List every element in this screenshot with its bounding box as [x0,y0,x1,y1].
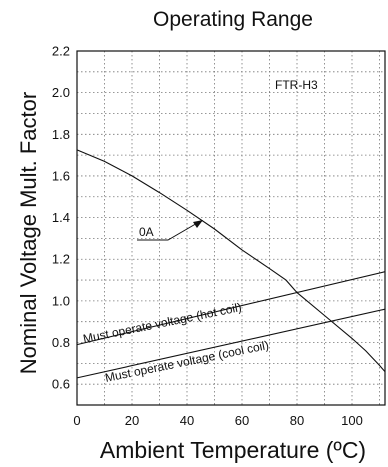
y-tick-label: 1.6 [52,168,70,183]
y-tick-label: 2.2 [52,44,70,59]
y-tick-label: 0.8 [52,335,70,350]
x-tick-label: 20 [125,413,139,428]
y-tick-label: 1.0 [52,293,70,308]
x-axis-label: Ambient Temperature (ºC) [100,437,366,463]
series-label-cool-coil: Must operate voltage (cool coil) [104,338,270,385]
annotation-arrowhead-0a [193,220,203,228]
y-tick-label: 1.2 [52,252,70,267]
y-tick-label: 2.0 [52,85,70,100]
x-tick-label: 80 [290,413,304,428]
annotation-leader-0a [137,221,200,241]
series-label-0a: 0A [139,225,154,239]
x-tick-label: 60 [235,413,249,428]
y-tick-labels: 0.6 0.8 1.0 1.2 1.4 1.6 1.8 2.0 2.2 [52,44,70,392]
plot-frame [76,50,386,406]
chart-title: Operating Range [153,8,313,31]
x-tick-label: 0 [73,413,80,428]
series-line-cool-coil [76,308,386,379]
series-line-0a [76,149,386,373]
x-tick-label: 100 [341,413,363,428]
y-tick-label: 1.4 [52,210,70,225]
model-label: FTR-H3 [275,78,318,92]
x-tick-label: 40 [180,413,194,428]
series-lines [76,149,386,379]
y-tick-label: 0.6 [52,377,70,392]
grid-lines [77,51,385,405]
series-label-hot-coil: Must operate voltage (hot coil) [82,300,243,346]
y-axis-label: Nominal Voltage Mult. Factor [16,92,41,374]
series-line-hot-coil [76,271,386,346]
x-tick-labels: 0 20 40 60 80 100 [73,413,362,428]
y-tick-label: 1.8 [52,127,70,142]
